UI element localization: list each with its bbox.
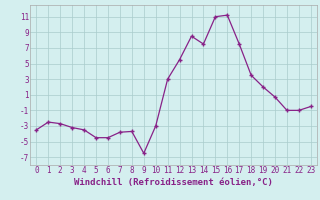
X-axis label: Windchill (Refroidissement éolien,°C): Windchill (Refroidissement éolien,°C) <box>74 178 273 187</box>
